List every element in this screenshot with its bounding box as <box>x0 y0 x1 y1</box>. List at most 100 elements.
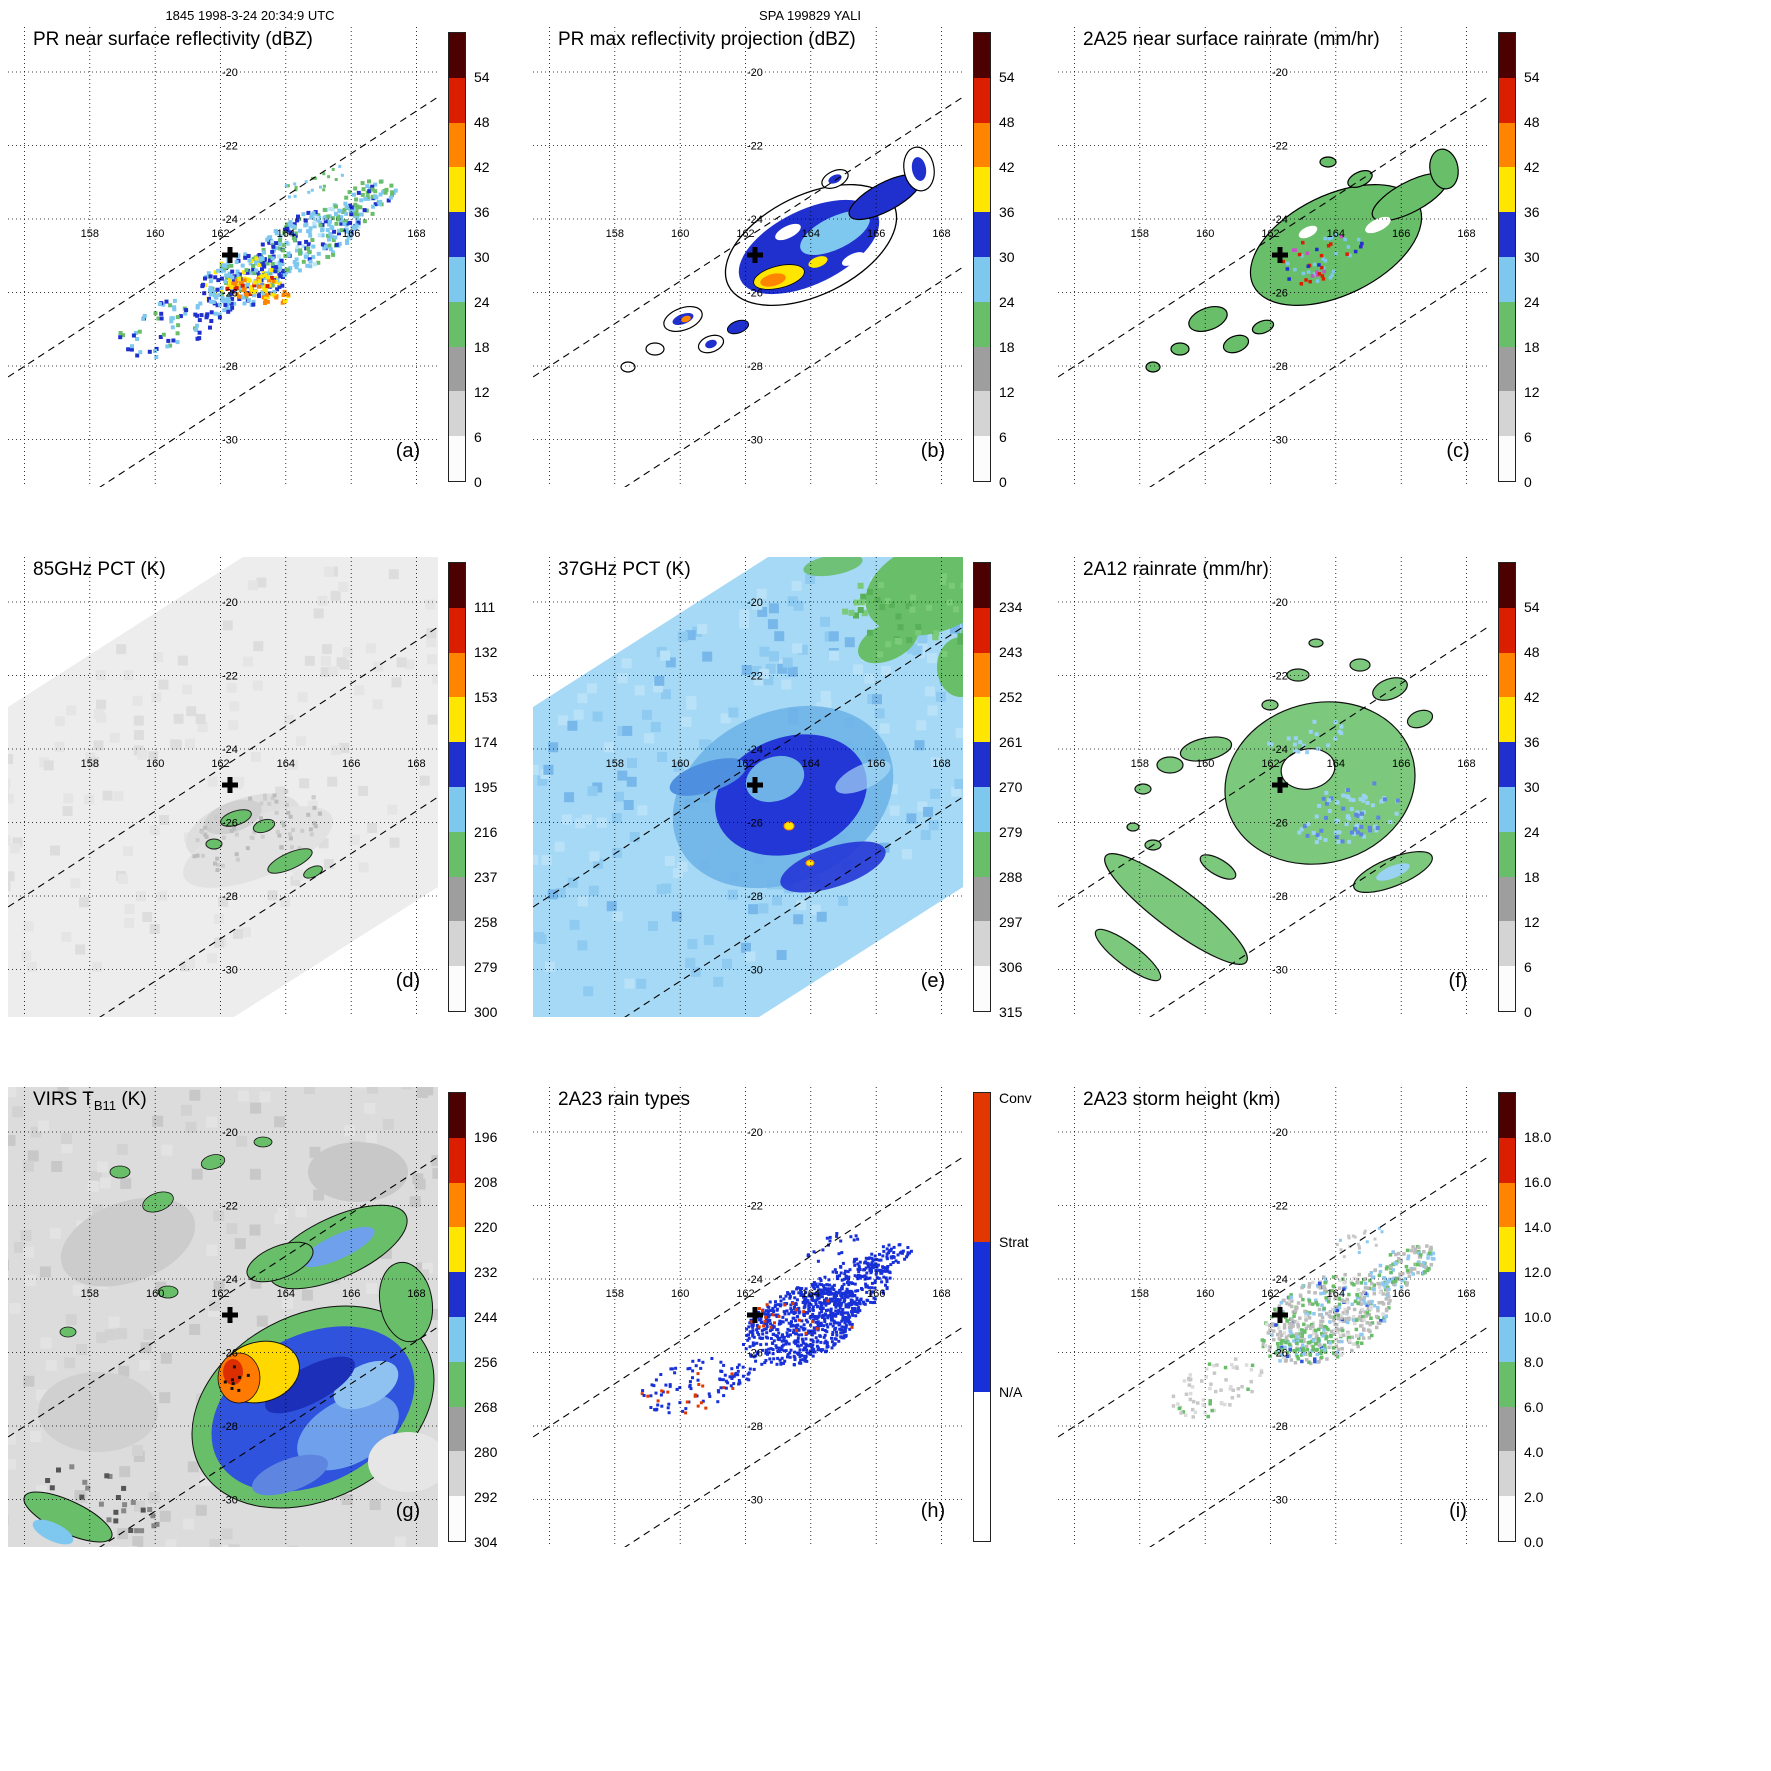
colorbar-segment <box>449 256 465 302</box>
colorbar-segment <box>974 921 990 967</box>
colorbar-tick-label: 6 <box>1524 429 1532 445</box>
panel-title: 2A23 storm height (km) <box>1083 1089 1281 1110</box>
colorbar-tick-label: 6.0 <box>1524 1399 1544 1415</box>
colorbar-tick-label: 132 <box>474 644 498 660</box>
colorbar-tick-label: 256 <box>474 1354 498 1370</box>
svg-text:-24: -24 <box>1272 1274 1288 1286</box>
colorbar-segment <box>1499 607 1515 653</box>
svg-text:-28: -28 <box>747 361 763 373</box>
colorbar-segment <box>449 563 465 608</box>
colorbar-segment <box>974 301 990 347</box>
panel-d: 85GHz PCT (K) 158 160 162 164 166 168 -20 -22 -24… <box>8 557 523 1082</box>
panel-letter-label: (e) <box>921 970 945 992</box>
colorbar-segment <box>449 1316 465 1362</box>
svg-text:-26: -26 <box>1272 1348 1288 1360</box>
svg-text:162: 162 <box>1261 228 1279 240</box>
geo-tick-labels: 158 160 162 164 166 168 -20 -22 -24 -26 -28 -30 <box>81 1127 426 1507</box>
colorbar-tick-label: 258 <box>474 914 498 930</box>
colorbar-tick-label: 54 <box>1524 69 1540 85</box>
colorbar-tick-label: 36 <box>474 204 490 220</box>
colorbar-segment <box>449 436 465 481</box>
colorbar-segment <box>449 391 465 437</box>
geo-tick-labels: 158 160 162 164 166 168 -20 -22 -24 -26 -28 -30 <box>81 597 426 977</box>
colorbar-tick-label: 18.0 <box>1524 1129 1552 1145</box>
svg-text:-28: -28 <box>222 1421 238 1433</box>
panel-h: 2A23 rain types 158 160 162 164 166 168 -20 -22 -… <box>533 1087 1048 1612</box>
colorbar-tick-label: 208 <box>474 1174 498 1190</box>
colorbar-segment <box>974 1242 990 1392</box>
panel-map: 158 160 162 164 166 168 -20 -22 -24 -26 -28 -30 (a) <box>8 27 438 487</box>
colorbar-tick-label: 24 <box>999 294 1015 310</box>
data-layer <box>8 1087 438 1547</box>
colorbar-tick-label: 6 <box>999 429 1007 445</box>
svg-text:-22: -22 <box>747 141 763 153</box>
colorbar-tick-label: 2.0 <box>1524 1489 1544 1505</box>
svg-text:166: 166 <box>867 228 885 240</box>
svg-text:-24: -24 <box>222 1274 238 1286</box>
svg-text:162: 162 <box>736 758 754 770</box>
svg-text:-30: -30 <box>222 965 238 977</box>
svg-text:168: 168 <box>407 758 425 770</box>
colorbar-tick-label: 36 <box>999 204 1015 220</box>
svg-text:166: 166 <box>1392 228 1410 240</box>
colorbar-segment <box>449 607 465 653</box>
svg-text:158: 158 <box>1131 228 1149 240</box>
grid-lines <box>533 1087 963 1547</box>
svg-text:-24: -24 <box>747 214 763 226</box>
svg-text:-30: -30 <box>747 1495 763 1507</box>
colorbar-segment <box>1499 563 1515 608</box>
svg-text:158: 158 <box>81 758 99 770</box>
data-layer <box>640 1232 913 1415</box>
panel-letter-label: (c) <box>1446 440 1469 462</box>
colorbar-segment <box>1499 742 1515 787</box>
colorbar-segment <box>449 346 465 392</box>
panel-letter-label: (a) <box>396 440 420 462</box>
colorbar-tick-label: 24 <box>1524 294 1540 310</box>
grid-lines <box>8 1087 438 1547</box>
colorbar-tick-label: 36 <box>1524 204 1540 220</box>
panel-c: 2A25 near surface rainrate (mm/hr) 158 160… <box>1058 27 1573 552</box>
colorbar-segment <box>974 876 990 922</box>
svg-text:168: 168 <box>407 1288 425 1300</box>
colorbar-tick-label: N/A <box>999 1384 1023 1400</box>
svg-text:-24: -24 <box>1272 214 1288 226</box>
svg-text:168: 168 <box>1457 228 1475 240</box>
colorbar-segment <box>974 256 990 302</box>
colorbar-tick-label: 42 <box>474 159 490 175</box>
storm-center-marker <box>1272 777 1288 793</box>
colorbar-segment <box>449 122 465 168</box>
colorbar-tick-label: 297 <box>999 914 1023 930</box>
colorbar-segment <box>974 831 990 877</box>
swath-edge-lines <box>1058 96 1488 487</box>
colorbar-tick-label: 279 <box>999 824 1023 840</box>
geo-tick-labels: 158 160 162 164 166 168 -20 -22 -24 -26 -28 -30 <box>606 1127 951 1507</box>
panel-letter-label: (g) <box>396 1500 420 1522</box>
colorbar-tick-label: 232 <box>474 1264 498 1280</box>
svg-text:-20: -20 <box>222 597 238 609</box>
colorbar-tick-label: 315 <box>999 1004 1023 1020</box>
colorbar-tick-label: 12 <box>474 384 490 400</box>
colorbar-segment <box>449 742 465 787</box>
panel-letter-label: (h) <box>921 1500 945 1522</box>
colorbar-segment <box>1499 1316 1515 1362</box>
svg-text:-30: -30 <box>747 965 763 977</box>
colorbar-tick-label: 6 <box>1524 959 1532 975</box>
colorbar-tick-label: 280 <box>474 1444 498 1460</box>
data-layer <box>620 146 935 373</box>
panel-map: 158 160 162 164 166 168 -20 -22 -24 -26 -28 -30 (e) <box>533 557 963 1017</box>
svg-text:-20: -20 <box>747 67 763 79</box>
panel-letter-label: (f) <box>1449 970 1468 992</box>
svg-text:-20: -20 <box>222 67 238 79</box>
colorbar-tick-label: 12.0 <box>1524 1264 1552 1280</box>
colorbar-ramp <box>1498 562 1516 1012</box>
svg-text:164: 164 <box>277 758 295 770</box>
colorbar-segment <box>974 1093 990 1243</box>
panel-title: 37GHz PCT (K) <box>558 559 691 580</box>
colorbar-segment <box>974 391 990 437</box>
svg-text:162: 162 <box>211 228 229 240</box>
svg-text:164: 164 <box>1327 758 1345 770</box>
colorbar-segment <box>974 563 990 608</box>
svg-text:168: 168 <box>1457 1288 1475 1300</box>
svg-text:-20: -20 <box>1272 67 1288 79</box>
storm-center-marker <box>747 1307 763 1323</box>
